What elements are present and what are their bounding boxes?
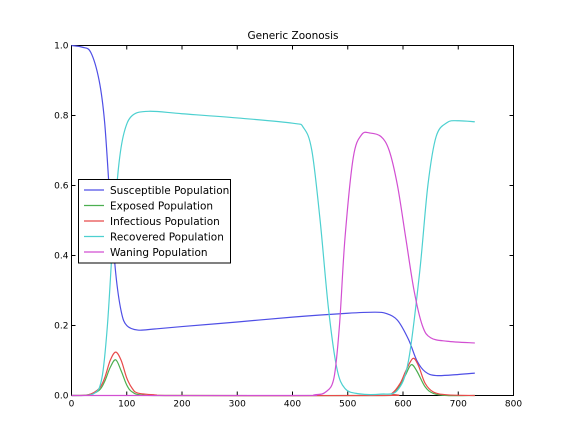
y-tick-label: 1.0: [54, 42, 69, 52]
y-tick-label: 0.0: [54, 392, 69, 402]
x-tick-label: 700: [450, 400, 467, 410]
legend-label: Exposed Population: [110, 201, 213, 213]
x-tick-label: 300: [229, 400, 246, 410]
x-tick-label: 600: [394, 400, 411, 410]
legend-label: Susceptible Population: [110, 185, 229, 197]
series-line-susceptible-population: [71, 44, 475, 377]
axis-ticks: 0 100 200 300 400 500 600 700 800 0.0 0.2 0.4 0.6 0.8…: [54, 42, 522, 410]
x-tick-label: 800: [505, 400, 522, 410]
x-tick-label: 0: [69, 400, 75, 410]
x-tick-label: 500: [339, 400, 356, 410]
x-tick-label: 200: [173, 400, 190, 410]
legend: Susceptible Population Exposed Population…: [78, 179, 231, 264]
legend-label: Waning Population: [110, 247, 208, 259]
y-tick-label: 0.6: [54, 182, 69, 192]
chart-title: Generic Zoonosis: [247, 30, 338, 42]
x-tick-label: 100: [118, 400, 135, 410]
y-tick-label: 0.2: [54, 322, 68, 332]
series-line-waning-population: [71, 131, 475, 397]
series-lines: [71, 44, 475, 397]
legend-label: Recovered Population: [110, 232, 224, 244]
y-tick-label: 0.4: [54, 252, 69, 262]
legend-label: Infectious Population: [110, 216, 220, 228]
y-tick-label: 0.8: [54, 112, 69, 122]
x-tick-label: 400: [284, 400, 301, 410]
